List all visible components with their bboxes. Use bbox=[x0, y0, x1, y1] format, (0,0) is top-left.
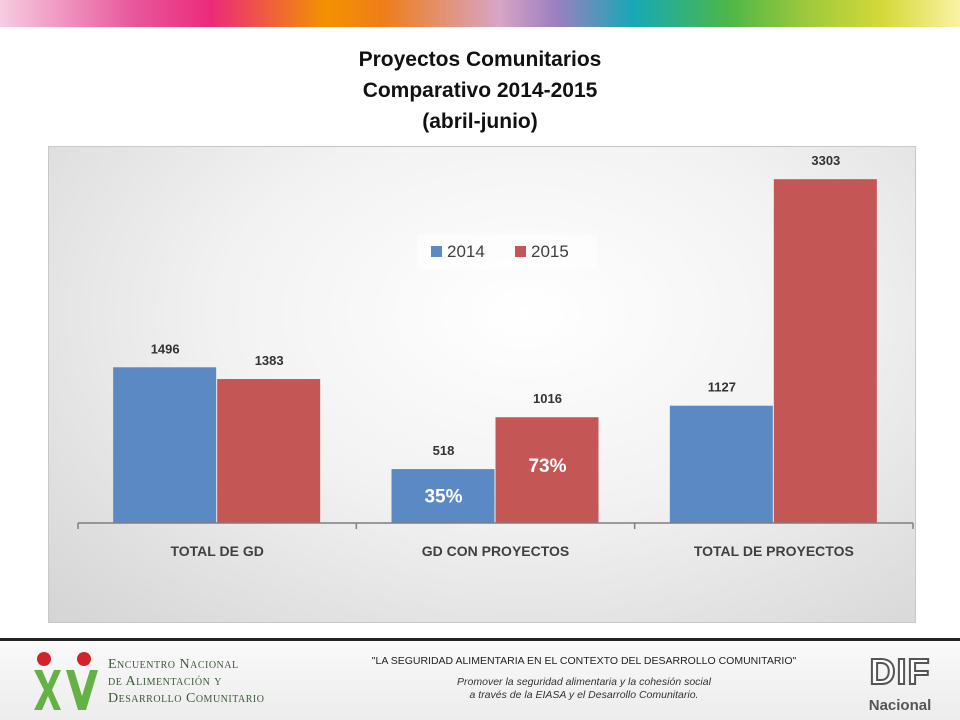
dif-logo-subtitle: Nacional bbox=[869, 697, 932, 714]
bar-gd-con-proyectos-2014 bbox=[391, 469, 495, 523]
data-label-total-de-proyectos-2014: 1127 bbox=[708, 380, 736, 395]
annotation-gd-con-proyectos-2015: 73% bbox=[528, 456, 566, 477]
event-line-1: Encuentro Nacional bbox=[108, 657, 239, 672]
bar-total-de-proyectos-2015 bbox=[773, 179, 877, 523]
xv-logo-icon: XV bbox=[34, 652, 98, 713]
footer: XV Encuentro Nacional de Alimentación y … bbox=[0, 641, 960, 720]
title-line-1: Proyectos Comunitarios bbox=[358, 48, 602, 71]
top-color-stripe bbox=[0, 0, 960, 27]
category-label-total-de-proyectos: TOTAL DE PROYECTOS bbox=[694, 543, 854, 559]
data-label-total-de-gd-2014: 1496 bbox=[151, 341, 180, 356]
category-label-total-de-gd: TOTAL DE GD bbox=[170, 543, 263, 559]
mission-text: Promover la seguridad alimentaria y la c… bbox=[364, 676, 804, 702]
legend-box bbox=[417, 235, 597, 269]
dif-logo-text: DIF bbox=[870, 651, 931, 692]
mission-line-2: a través de la EIASA y el Desarrollo Com… bbox=[469, 689, 699, 701]
legend-label-2014: 2014 bbox=[447, 242, 485, 261]
slogan: "LA SEGURIDAD ALIMENTARIA EN EL CONTEXTO… bbox=[371, 655, 797, 667]
event-line-3: Desarrollo Comunitario bbox=[108, 691, 265, 706]
event-name: Encuentro Nacional de Alimentación y Des… bbox=[108, 656, 264, 707]
event-line-2: de Alimentación y bbox=[108, 674, 223, 689]
bar-gd-con-proyectos-2015 bbox=[495, 417, 599, 523]
data-label-total-de-gd-2015: 1383 bbox=[255, 353, 284, 368]
data-label-gd-con-proyectos-2014: 518 bbox=[433, 443, 455, 458]
title-line-3: (abril-junio) bbox=[422, 110, 538, 133]
data-label-gd-con-proyectos-2015: 1016 bbox=[533, 391, 562, 406]
title-line-2: Comparativo 2014-2015 bbox=[362, 79, 598, 102]
legend-label-2015: 2015 bbox=[531, 242, 569, 261]
category-label-gd-con-proyectos: GD CON PROYECTOS bbox=[422, 543, 570, 559]
data-label-total-de-proyectos-2015: 3303 bbox=[811, 153, 840, 168]
slide-title: Proyectos Comunitarios Comparativo 2014-… bbox=[0, 44, 960, 137]
annotation-gd-con-proyectos-2014: 35% bbox=[424, 487, 462, 508]
footer-divider bbox=[0, 638, 960, 641]
bar-chart: 1496 1383 TOTAL DE GD 518 1016 GD CON PROYECT… bbox=[77, 153, 914, 559]
legend-swatch-2015 bbox=[515, 246, 526, 257]
bar-total-de-gd-2014 bbox=[113, 367, 217, 523]
legend-swatch-2014 bbox=[431, 246, 442, 257]
bar-total-de-proyectos-2014 bbox=[669, 405, 773, 523]
mission-line-1: Promover la seguridad alimentaria y la c… bbox=[457, 676, 711, 688]
xv-logo-text: XV bbox=[66, 711, 68, 713]
chart-area: 1496 1383 TOTAL DE GD 518 1016 GD CON PROYECT… bbox=[48, 146, 916, 623]
bar-total-de-gd-2015 bbox=[217, 379, 321, 523]
dif-logo-icon: DIF Nacional bbox=[869, 650, 932, 714]
